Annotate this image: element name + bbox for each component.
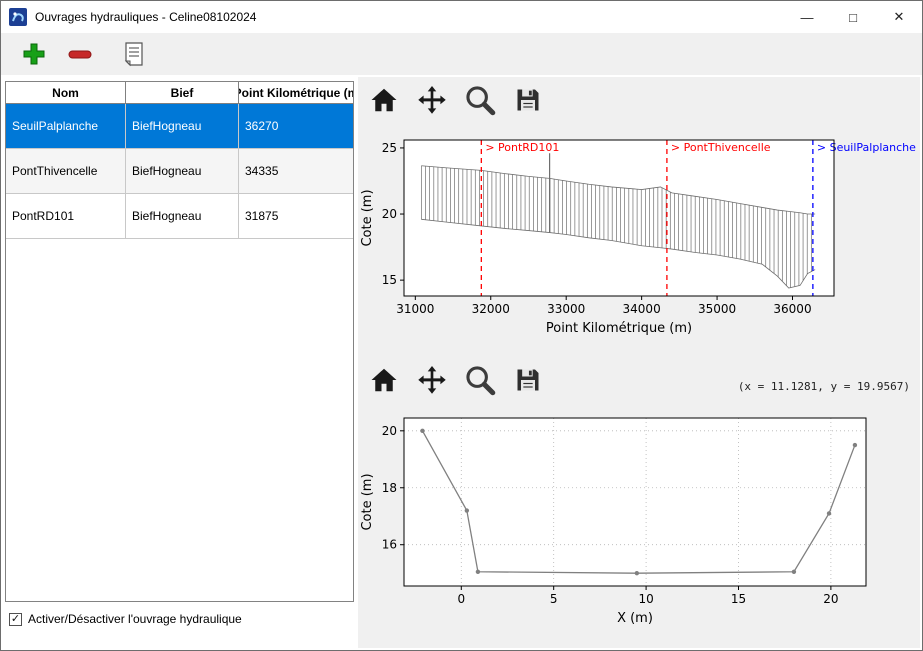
cell-pk: 36270 <box>245 119 279 133</box>
zoom-button[interactable] <box>464 364 496 396</box>
cell-pk: 31875 <box>245 209 279 223</box>
svg-text:20: 20 <box>823 592 838 606</box>
cell-nom: PontRD101 <box>6 194 126 238</box>
maximize-button[interactable]: □ <box>849 9 857 25</box>
magnifier-icon <box>466 86 496 116</box>
svg-text:Cote (m): Cote (m) <box>360 189 375 246</box>
cursor-coordinates-readout: (x = 11.1281, y = 19.9567) <box>737 380 910 393</box>
svg-text:0: 0 <box>457 592 465 606</box>
close-button[interactable]: ✕ <box>893 9 905 24</box>
check-icon: ✓ <box>10 612 21 625</box>
window-controls: — □ ✕ <box>784 1 922 33</box>
document-lines-icon <box>124 42 143 67</box>
plus-icon <box>23 43 45 65</box>
minus-icon <box>68 50 92 59</box>
svg-text:35000: 35000 <box>698 302 736 316</box>
table-row[interactable]: PontThivencelle BiefHogneau 34335 <box>6 149 353 194</box>
titlebar: Ouvrages hydrauliques - Celine08102024 —… <box>1 1 922 33</box>
window-title: Ouvrages hydrauliques - Celine08102024 <box>35 10 257 24</box>
svg-text:Point Kilométrique (m): Point Kilométrique (m) <box>546 321 692 336</box>
remove-structure-button[interactable] <box>63 37 97 71</box>
svg-text:25: 25 <box>382 141 397 155</box>
table-row[interactable]: PontRD101 BiefHogneau 31875 <box>6 194 353 239</box>
profile-chart-toolbar <box>368 84 544 116</box>
floppy-save-icon <box>517 369 539 391</box>
svg-text:15: 15 <box>382 273 397 287</box>
cell-nom: PontThivencelle <box>6 149 126 193</box>
add-structure-button[interactable] <box>17 37 51 71</box>
svg-text:Cote (m): Cote (m) <box>360 473 375 530</box>
svg-text:X (m): X (m) <box>617 611 653 626</box>
pan-arrows-icon <box>418 366 446 394</box>
svg-text:33000: 33000 <box>547 302 585 316</box>
svg-text:32000: 32000 <box>472 302 510 316</box>
cross-section-chart[interactable]: 0 5 10 15 20 16 18 20 X (m) Cote (m) <box>358 406 920 638</box>
activate-checkbox[interactable]: ✓ <box>9 612 22 626</box>
pan-button[interactable] <box>416 364 448 396</box>
pan-button[interactable] <box>416 84 448 116</box>
home-button[interactable] <box>368 364 400 396</box>
svg-text:15: 15 <box>731 592 746 606</box>
svg-text:18: 18 <box>382 481 397 495</box>
activate-structure-control: ✓ Activer/Désactiver l'ouvrage hydrauliq… <box>9 612 242 626</box>
svg-text:36000: 36000 <box>773 302 811 316</box>
home-icon <box>371 88 397 112</box>
svg-text:> PontThivencelle: > PontThivencelle <box>671 141 771 154</box>
svg-text:10: 10 <box>638 592 653 606</box>
svg-text:> SeuilPalplanche: > SeuilPalplanche <box>817 141 916 154</box>
save-button[interactable] <box>512 364 544 396</box>
magnifier-icon <box>466 366 496 396</box>
charts-panel: > PontRD101 > PontThivencelle > SeuilPalpl… <box>358 77 920 648</box>
app-icon <box>9 8 27 26</box>
table-header: Nom Bief Point Kilométrique (m <box>6 82 353 104</box>
cell-nom: SeuilPalplanche <box>6 104 126 148</box>
edit-notes-button[interactable] <box>117 37 151 71</box>
cell-bief: BiefHogneau <box>126 104 239 148</box>
column-header-bief[interactable]: Bief <box>126 82 239 103</box>
svg-text:> PontRD101: > PontRD101 <box>485 141 559 154</box>
svg-text:34000: 34000 <box>623 302 661 316</box>
pan-arrows-icon <box>418 86 446 114</box>
table-row[interactable]: SeuilPalplanche BiefHogneau 36270 <box>6 104 353 149</box>
cell-bief: BiefHogneau <box>126 194 239 238</box>
section-chart-toolbar <box>368 364 544 396</box>
svg-text:5: 5 <box>550 592 558 606</box>
svg-text:20: 20 <box>382 207 397 221</box>
column-header-pk[interactable]: Point Kilométrique (m <box>239 85 353 100</box>
structures-table: Nom Bief Point Kilométrique (m SeuilPalp… <box>5 81 354 602</box>
svg-text:16: 16 <box>382 538 397 552</box>
home-button[interactable] <box>368 84 400 116</box>
home-icon <box>371 368 397 392</box>
longitudinal-profile-chart[interactable]: > PontRD101 > PontThivencelle > SeuilPalpl… <box>358 126 920 358</box>
svg-text:31000: 31000 <box>396 302 434 316</box>
cell-bief: BiefHogneau <box>126 149 239 193</box>
minimize-button[interactable]: — <box>800 9 814 25</box>
app-toolbar <box>1 33 922 75</box>
activate-checkbox-label: Activer/Désactiver l'ouvrage hydraulique <box>28 612 242 626</box>
save-button[interactable] <box>512 84 544 116</box>
svg-text:20: 20 <box>382 424 397 438</box>
column-header-nom[interactable]: Nom <box>6 82 126 103</box>
cell-pk: 34335 <box>245 164 279 178</box>
zoom-button[interactable] <box>464 84 496 116</box>
floppy-save-icon <box>517 89 539 111</box>
